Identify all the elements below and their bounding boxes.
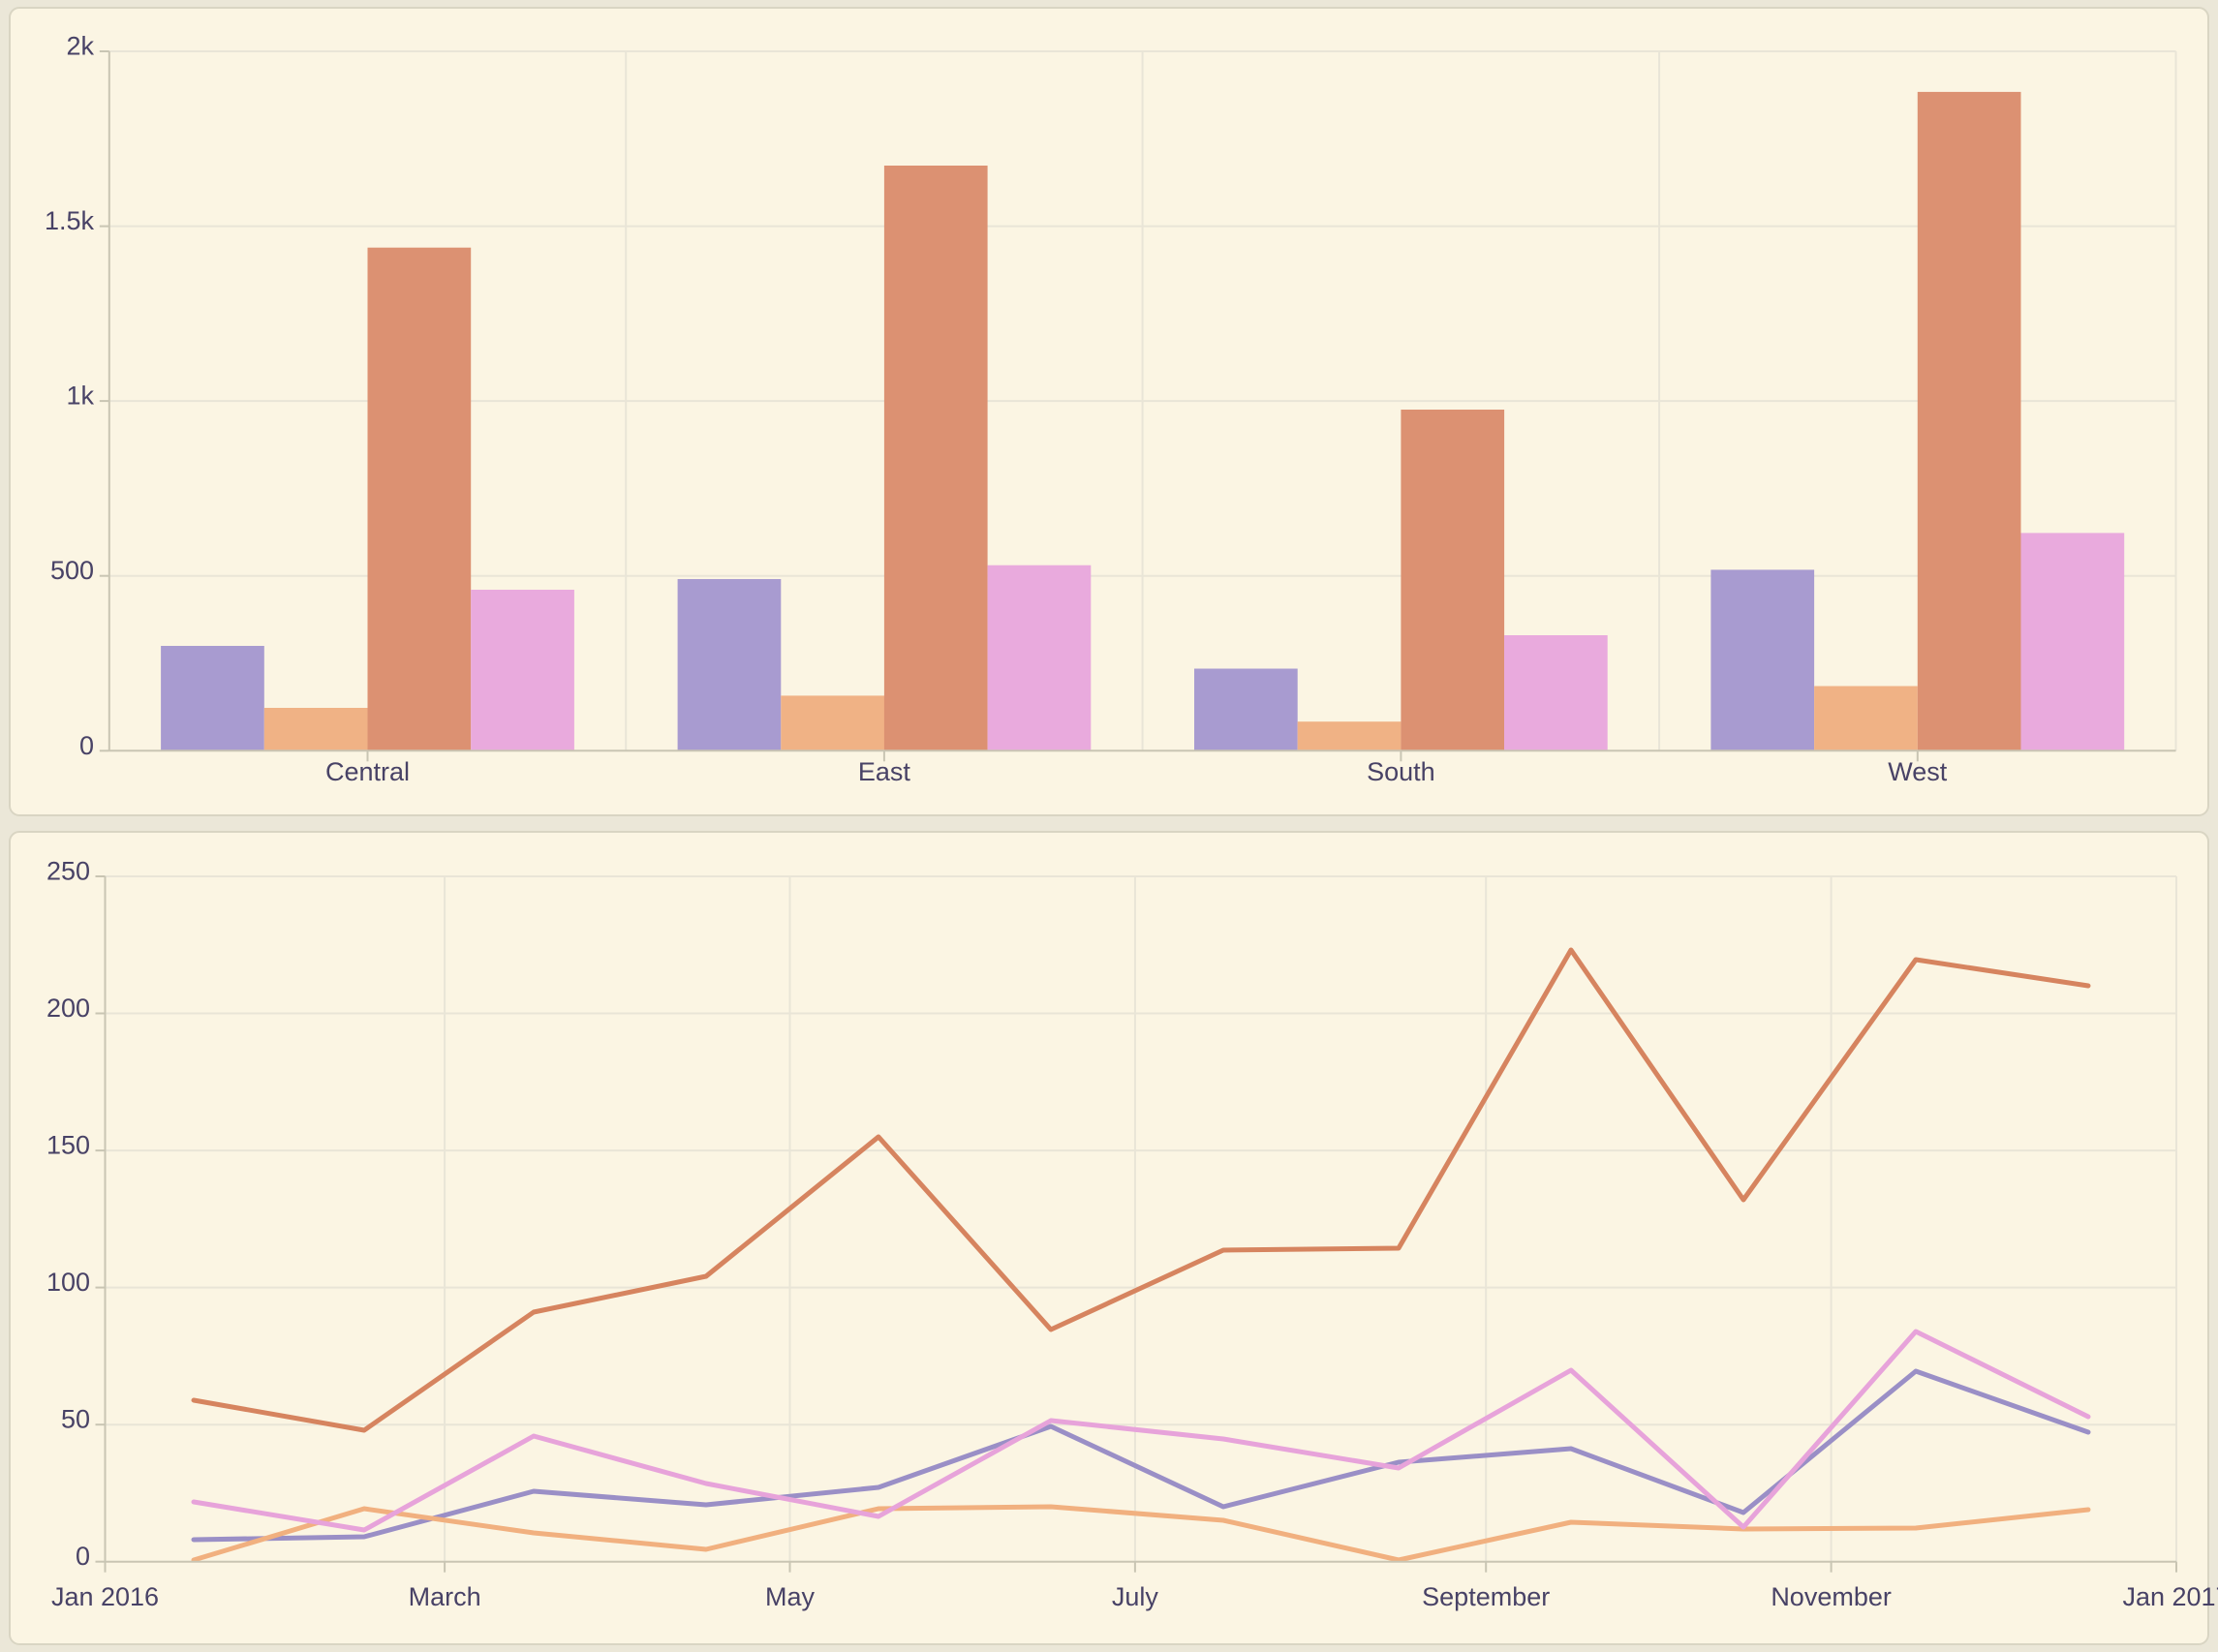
svg-text:South: South bbox=[1367, 757, 1435, 786]
svg-text:200: 200 bbox=[46, 994, 90, 1023]
svg-text:Central: Central bbox=[325, 757, 410, 786]
svg-text:250: 250 bbox=[46, 857, 90, 886]
svg-text:West: West bbox=[1888, 757, 1948, 786]
svg-text:November: November bbox=[1771, 1582, 1892, 1611]
svg-text:July: July bbox=[1112, 1582, 1159, 1611]
svg-text:East: East bbox=[858, 757, 911, 786]
svg-text:1.5k: 1.5k bbox=[45, 206, 95, 235]
svg-text:0: 0 bbox=[76, 1542, 90, 1571]
svg-text:September: September bbox=[1422, 1582, 1550, 1611]
svg-text:2k: 2k bbox=[66, 32, 94, 61]
svg-text:150: 150 bbox=[46, 1131, 90, 1160]
svg-text:100: 100 bbox=[46, 1268, 90, 1297]
svg-text:Jan 2016: Jan 2016 bbox=[51, 1582, 159, 1611]
svg-text:500: 500 bbox=[50, 556, 94, 585]
svg-text:1k: 1k bbox=[66, 382, 94, 411]
svg-text:March: March bbox=[409, 1582, 481, 1611]
svg-text:May: May bbox=[765, 1582, 816, 1611]
svg-text:0: 0 bbox=[79, 731, 94, 760]
svg-text:Jan 2017: Jan 2017 bbox=[2122, 1582, 2218, 1611]
svg-text:50: 50 bbox=[61, 1405, 90, 1434]
